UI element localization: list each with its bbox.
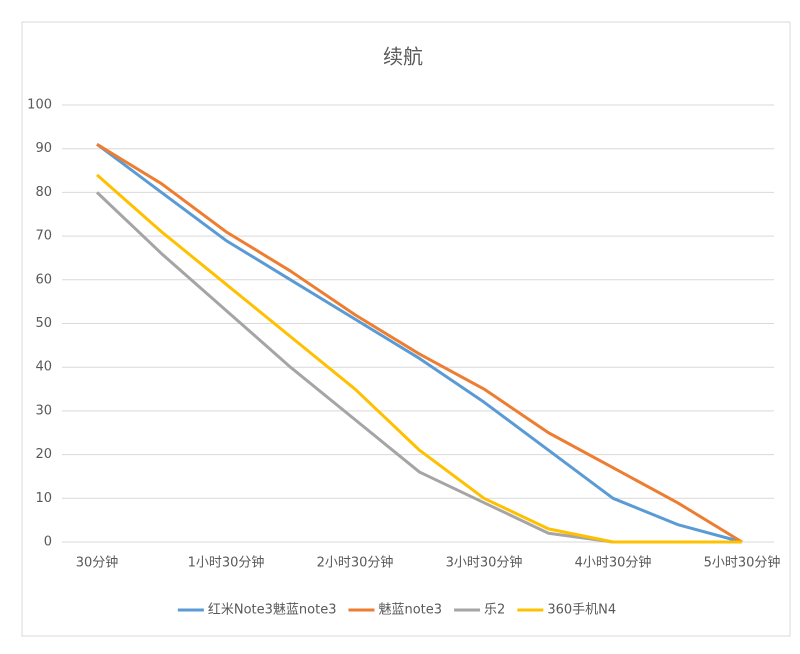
legend-label: 红米Note3魅蓝note3	[208, 602, 337, 618]
legend-label: 魅蓝note3	[378, 603, 442, 618]
x-tick-label: 4小时30分钟	[575, 555, 652, 571]
y-tick-label: 20	[35, 447, 52, 462]
x-tick-label: 30分钟	[76, 555, 119, 571]
chart-title: 续航	[383, 45, 423, 69]
chart-frame	[21, 21, 791, 637]
y-tick-label: 70	[35, 229, 52, 244]
y-tick-label: 80	[35, 185, 52, 200]
x-tick-label: 1小时30分钟	[188, 555, 265, 571]
legend-label: 360手机N4	[547, 603, 616, 618]
y-tick-label: 40	[35, 360, 52, 375]
series-line	[96, 143, 743, 544]
x-tick-label: 2小时30分钟	[317, 555, 394, 571]
y-tick-label: 50	[35, 316, 52, 331]
y-tick-label: 100	[27, 98, 52, 113]
series-line	[96, 173, 742, 544]
y-tick-label: 10	[35, 491, 52, 506]
x-tick-label: 3小时30分钟	[446, 555, 523, 571]
y-tick-label: 0	[44, 535, 52, 550]
y-tick-label: 30	[35, 403, 52, 418]
y-tick-label: 90	[35, 141, 52, 156]
legend-label: 乐2	[484, 603, 505, 618]
y-tick-label: 60	[35, 272, 52, 287]
x-tick-label: 5小时30分钟	[704, 555, 781, 571]
series-line	[96, 143, 743, 544]
